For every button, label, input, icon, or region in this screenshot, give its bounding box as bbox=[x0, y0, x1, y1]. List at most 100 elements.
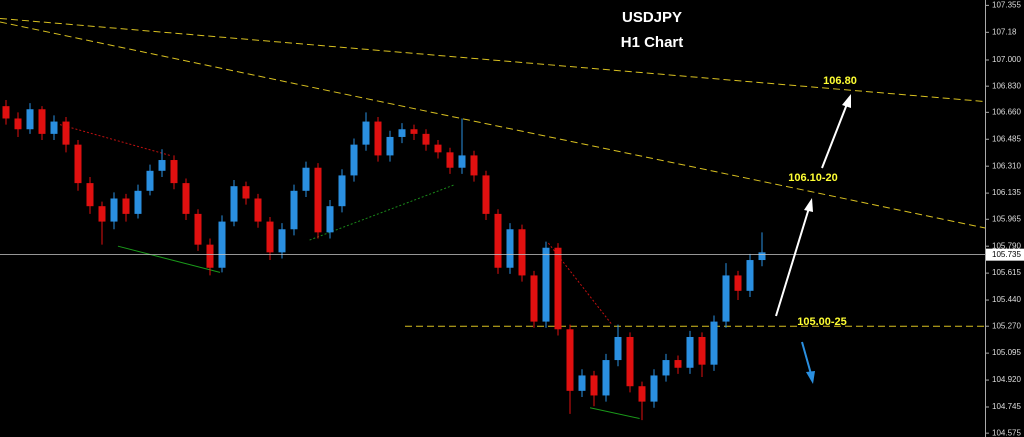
candle-body bbox=[302, 167, 310, 191]
candle-body bbox=[530, 275, 538, 322]
candle-body bbox=[422, 133, 430, 145]
candle-body bbox=[74, 144, 82, 184]
trend-line bbox=[59, 124, 171, 156]
trend-line bbox=[0, 21, 986, 229]
candle-body bbox=[758, 252, 766, 261]
candle-body bbox=[674, 360, 682, 368]
candle-body bbox=[470, 155, 478, 176]
candle-body bbox=[578, 375, 586, 391]
candle-body bbox=[170, 160, 178, 184]
candle-body bbox=[590, 375, 598, 396]
arrow-head bbox=[804, 198, 813, 212]
candle-body bbox=[86, 183, 94, 207]
y-tick-label: 105.615 bbox=[992, 268, 1021, 277]
y-tick-label: 104.920 bbox=[992, 375, 1021, 384]
arrows bbox=[775, 94, 851, 384]
y-tick-label: 104.575 bbox=[992, 428, 1021, 437]
y-tick-label: 107.000 bbox=[992, 55, 1021, 64]
candle-body bbox=[314, 167, 322, 233]
candle-body bbox=[158, 160, 166, 171]
y-tick-label: 106.660 bbox=[992, 107, 1021, 116]
trend-line bbox=[589, 407, 640, 420]
annotation: 106.80 bbox=[823, 75, 857, 87]
candle-body bbox=[338, 175, 346, 207]
candle-body bbox=[110, 198, 118, 222]
y-tick-label: 106.310 bbox=[992, 161, 1021, 170]
candle-body bbox=[482, 175, 490, 214]
candle-body bbox=[446, 152, 454, 168]
y-tick-label: 105.965 bbox=[992, 214, 1021, 223]
candle-body bbox=[62, 121, 70, 145]
candle-body bbox=[458, 155, 466, 168]
candle-body bbox=[518, 229, 526, 276]
candle-body bbox=[290, 190, 298, 230]
candle-body bbox=[26, 109, 34, 130]
candle-body bbox=[710, 321, 718, 365]
y-tick-label: 106.135 bbox=[992, 188, 1021, 197]
candle-body bbox=[542, 247, 550, 322]
candle-body bbox=[386, 136, 394, 156]
y-tick-label: 105.095 bbox=[992, 348, 1021, 357]
candle-body bbox=[650, 375, 658, 402]
candle-body bbox=[98, 206, 106, 222]
arrow-head bbox=[806, 371, 815, 384]
candle-body bbox=[194, 213, 202, 245]
arrow bbox=[801, 341, 812, 375]
candle-body bbox=[38, 109, 46, 134]
candle-body bbox=[698, 336, 706, 365]
candle-body bbox=[254, 198, 262, 222]
arrow bbox=[821, 103, 848, 169]
candle-body bbox=[278, 229, 286, 253]
candle-body bbox=[686, 336, 694, 368]
y-tick-label: 105.440 bbox=[992, 295, 1021, 304]
candle-body bbox=[218, 221, 226, 268]
candle-body bbox=[722, 275, 730, 322]
annotation: 106.10-20 bbox=[788, 172, 838, 184]
y-tick-label: 106.485 bbox=[992, 134, 1021, 143]
candle-body bbox=[746, 260, 754, 291]
chart-title: USDJPY bbox=[622, 9, 682, 26]
candle-body bbox=[182, 183, 190, 214]
arrow bbox=[775, 207, 810, 317]
candle-body bbox=[566, 329, 574, 391]
candle-body bbox=[350, 144, 358, 176]
candle-body bbox=[626, 336, 634, 387]
candle-body bbox=[2, 106, 10, 119]
candle-body bbox=[230, 186, 238, 222]
candle-body bbox=[206, 244, 214, 268]
candle-body bbox=[14, 118, 22, 130]
candle-body bbox=[362, 121, 370, 145]
y-tick-label: 105.270 bbox=[992, 321, 1021, 330]
candle-body bbox=[434, 144, 442, 153]
y-tick-label: 104.745 bbox=[992, 402, 1021, 411]
candle-body bbox=[134, 190, 142, 214]
y-tick-label: 105.790 bbox=[992, 241, 1021, 250]
last-price-box bbox=[986, 248, 1024, 261]
candle-body bbox=[662, 360, 670, 376]
candle-body bbox=[410, 129, 418, 134]
y-tick-label: 106.830 bbox=[992, 81, 1021, 90]
candle-body bbox=[506, 229, 514, 268]
candle-body bbox=[398, 129, 406, 137]
plot bbox=[0, 17, 986, 421]
candle-body bbox=[494, 213, 502, 268]
chart-subtitle: H1 Chart bbox=[621, 34, 684, 51]
trend-line bbox=[309, 184, 455, 241]
candle-body bbox=[242, 186, 250, 199]
candle-body bbox=[122, 198, 130, 214]
candle-body bbox=[554, 247, 562, 330]
candle-body bbox=[614, 336, 622, 361]
y-tick-label: 107.355 bbox=[992, 0, 1021, 9]
annotation: 105.00-25 bbox=[797, 316, 847, 328]
candle-body bbox=[638, 386, 646, 402]
candle-body bbox=[602, 360, 610, 396]
y-tick-label: 107.18 bbox=[992, 27, 1017, 36]
candle-body bbox=[734, 275, 742, 291]
arrow-head bbox=[842, 94, 851, 108]
candle-body bbox=[374, 121, 382, 156]
candle-body bbox=[326, 206, 334, 233]
candle-body bbox=[266, 221, 274, 253]
trend-line bbox=[117, 245, 221, 273]
